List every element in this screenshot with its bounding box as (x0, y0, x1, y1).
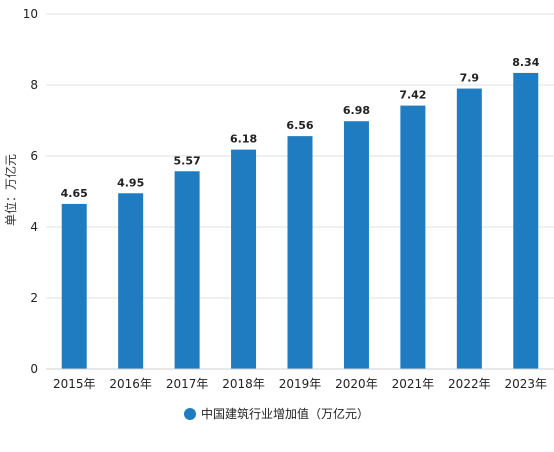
x-tick-label: 2020年 (335, 377, 378, 391)
bar (287, 136, 313, 369)
x-tick-label: 2021年 (392, 377, 435, 391)
data-label: 5.57 (174, 154, 201, 167)
bar (456, 88, 482, 370)
x-tick-label: 2019年 (279, 377, 322, 391)
x-tick-label: 2015年 (53, 377, 96, 391)
bar (118, 193, 144, 369)
bar (174, 171, 200, 369)
x-tick-label: 2023年 (505, 377, 548, 391)
data-label: 4.65 (61, 187, 88, 200)
y-tick-label: 6 (30, 149, 38, 163)
y-tick-label: 10 (23, 7, 38, 21)
y-tick-label: 2 (30, 291, 38, 305)
data-label: 4.95 (117, 176, 144, 189)
x-tick-label: 2018年 (222, 377, 265, 391)
y-tick-label: 8 (30, 78, 38, 92)
data-label: 6.56 (286, 119, 313, 132)
legend-label: 中国建筑行业增加值（万亿元） (201, 406, 369, 421)
bar (343, 121, 369, 370)
bars (61, 72, 539, 370)
data-label: 8.34 (512, 56, 539, 69)
y-axis-label: 单位：万亿元 (3, 154, 18, 226)
x-tick-label: 2017年 (166, 377, 209, 391)
data-label: 6.18 (230, 133, 257, 146)
y-axis-ticks: 0 2 4 6 8 10 (23, 7, 38, 376)
y-tick-label: 4 (30, 220, 38, 234)
x-axis-ticks: 2015年 2016年 2017年 2018年 2019年 2020年 2021年 2022年… (53, 377, 547, 391)
bar (61, 203, 87, 369)
data-label: 6.98 (343, 104, 370, 117)
legend: 中国建筑行业增加值（万亿元） (184, 406, 369, 421)
data-label: 7.42 (399, 89, 426, 102)
data-label: 7.9 (460, 72, 480, 85)
bar (513, 72, 539, 370)
data-labels: 4.65 4.95 5.57 6.18 6.56 6.98 7.42 7.9 8.34 (61, 56, 540, 200)
bar (231, 149, 257, 369)
y-tick-label: 0 (30, 362, 38, 376)
bar (400, 105, 426, 369)
x-tick-label: 2016年 (109, 377, 152, 391)
legend-marker (184, 408, 196, 420)
x-tick-label: 2022年 (448, 377, 491, 391)
